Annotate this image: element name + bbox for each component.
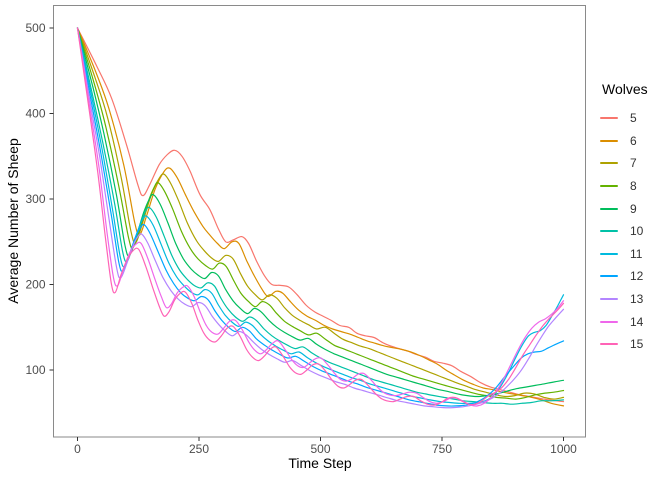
series-line-wolves-10 [76, 27, 565, 405]
y-tick-label: 200 [25, 278, 45, 292]
legend-label: 11 [630, 246, 643, 261]
y-tick-label: 100 [25, 363, 45, 377]
legend-key-line [600, 343, 618, 346]
x-tick-label: 1000 [550, 442, 577, 456]
y-axis-title: Average Number of Sheep [5, 138, 21, 304]
legend-item: 10 [600, 220, 648, 243]
legend-key-line [600, 162, 618, 165]
legend-item: 9 [600, 197, 648, 220]
series-line-wolves-8 [76, 27, 565, 400]
legend-item: 11 [600, 243, 648, 266]
series-line-wolves-12 [76, 27, 565, 407]
series-line-wolves-15 [76, 27, 565, 406]
legend-item: 15 [600, 333, 648, 356]
legend-item: 13 [600, 288, 648, 311]
legend-key-line [600, 139, 618, 142]
series-line-wolves-5 [76, 27, 565, 403]
legend-key-line [600, 117, 618, 120]
legend-key-line [600, 252, 618, 255]
x-tick-label: 750 [432, 442, 452, 456]
legend-item: 12 [600, 265, 648, 288]
legend: Wolves 5 6 7 8 9 10 11 12 13 14 15 [600, 81, 648, 356]
series-line-wolves-9 [76, 27, 565, 398]
legend-label: 8 [630, 179, 637, 194]
series-line-wolves-7 [76, 27, 565, 400]
x-axis-title: Time Step [288, 455, 352, 471]
legend-key-line [600, 298, 618, 301]
panel-border [53, 5, 586, 438]
legend-label: 10 [630, 224, 644, 239]
legend-label: 12 [630, 269, 644, 284]
legend-label: 6 [630, 133, 637, 148]
legend-key-line [600, 275, 618, 278]
legend-item: 5 [600, 107, 648, 130]
x-tick-label: 500 [310, 442, 330, 456]
x-tick-label: 250 [189, 442, 209, 456]
legend-item: 7 [600, 152, 648, 175]
legend-label: 9 [630, 201, 637, 216]
legend-label: 15 [630, 337, 644, 352]
series-line-wolves-6 [76, 27, 565, 407]
legend-key-line [600, 320, 618, 323]
legend-label: 5 [630, 111, 637, 126]
legend-items: 5 6 7 8 9 10 11 12 13 14 15 [600, 107, 648, 356]
legend-item: 8 [600, 175, 648, 198]
legend-item: 6 [600, 130, 648, 153]
legend-title: Wolves [602, 81, 648, 97]
y-tick-label: 500 [25, 21, 45, 35]
legend-key-line [600, 185, 618, 188]
y-tick-label: 400 [25, 107, 45, 121]
legend-item: 14 [600, 310, 648, 333]
legend-key-line [600, 230, 618, 233]
legend-label: 7 [630, 156, 637, 171]
legend-label: 13 [630, 292, 644, 307]
y-tick-label: 300 [25, 192, 45, 206]
legend-label: 14 [630, 314, 644, 329]
series-line-wolves-14 [76, 27, 565, 407]
x-tick-label: 0 [74, 442, 81, 456]
series-line-wolves-13 [76, 27, 565, 409]
legend-key-line [600, 207, 618, 210]
